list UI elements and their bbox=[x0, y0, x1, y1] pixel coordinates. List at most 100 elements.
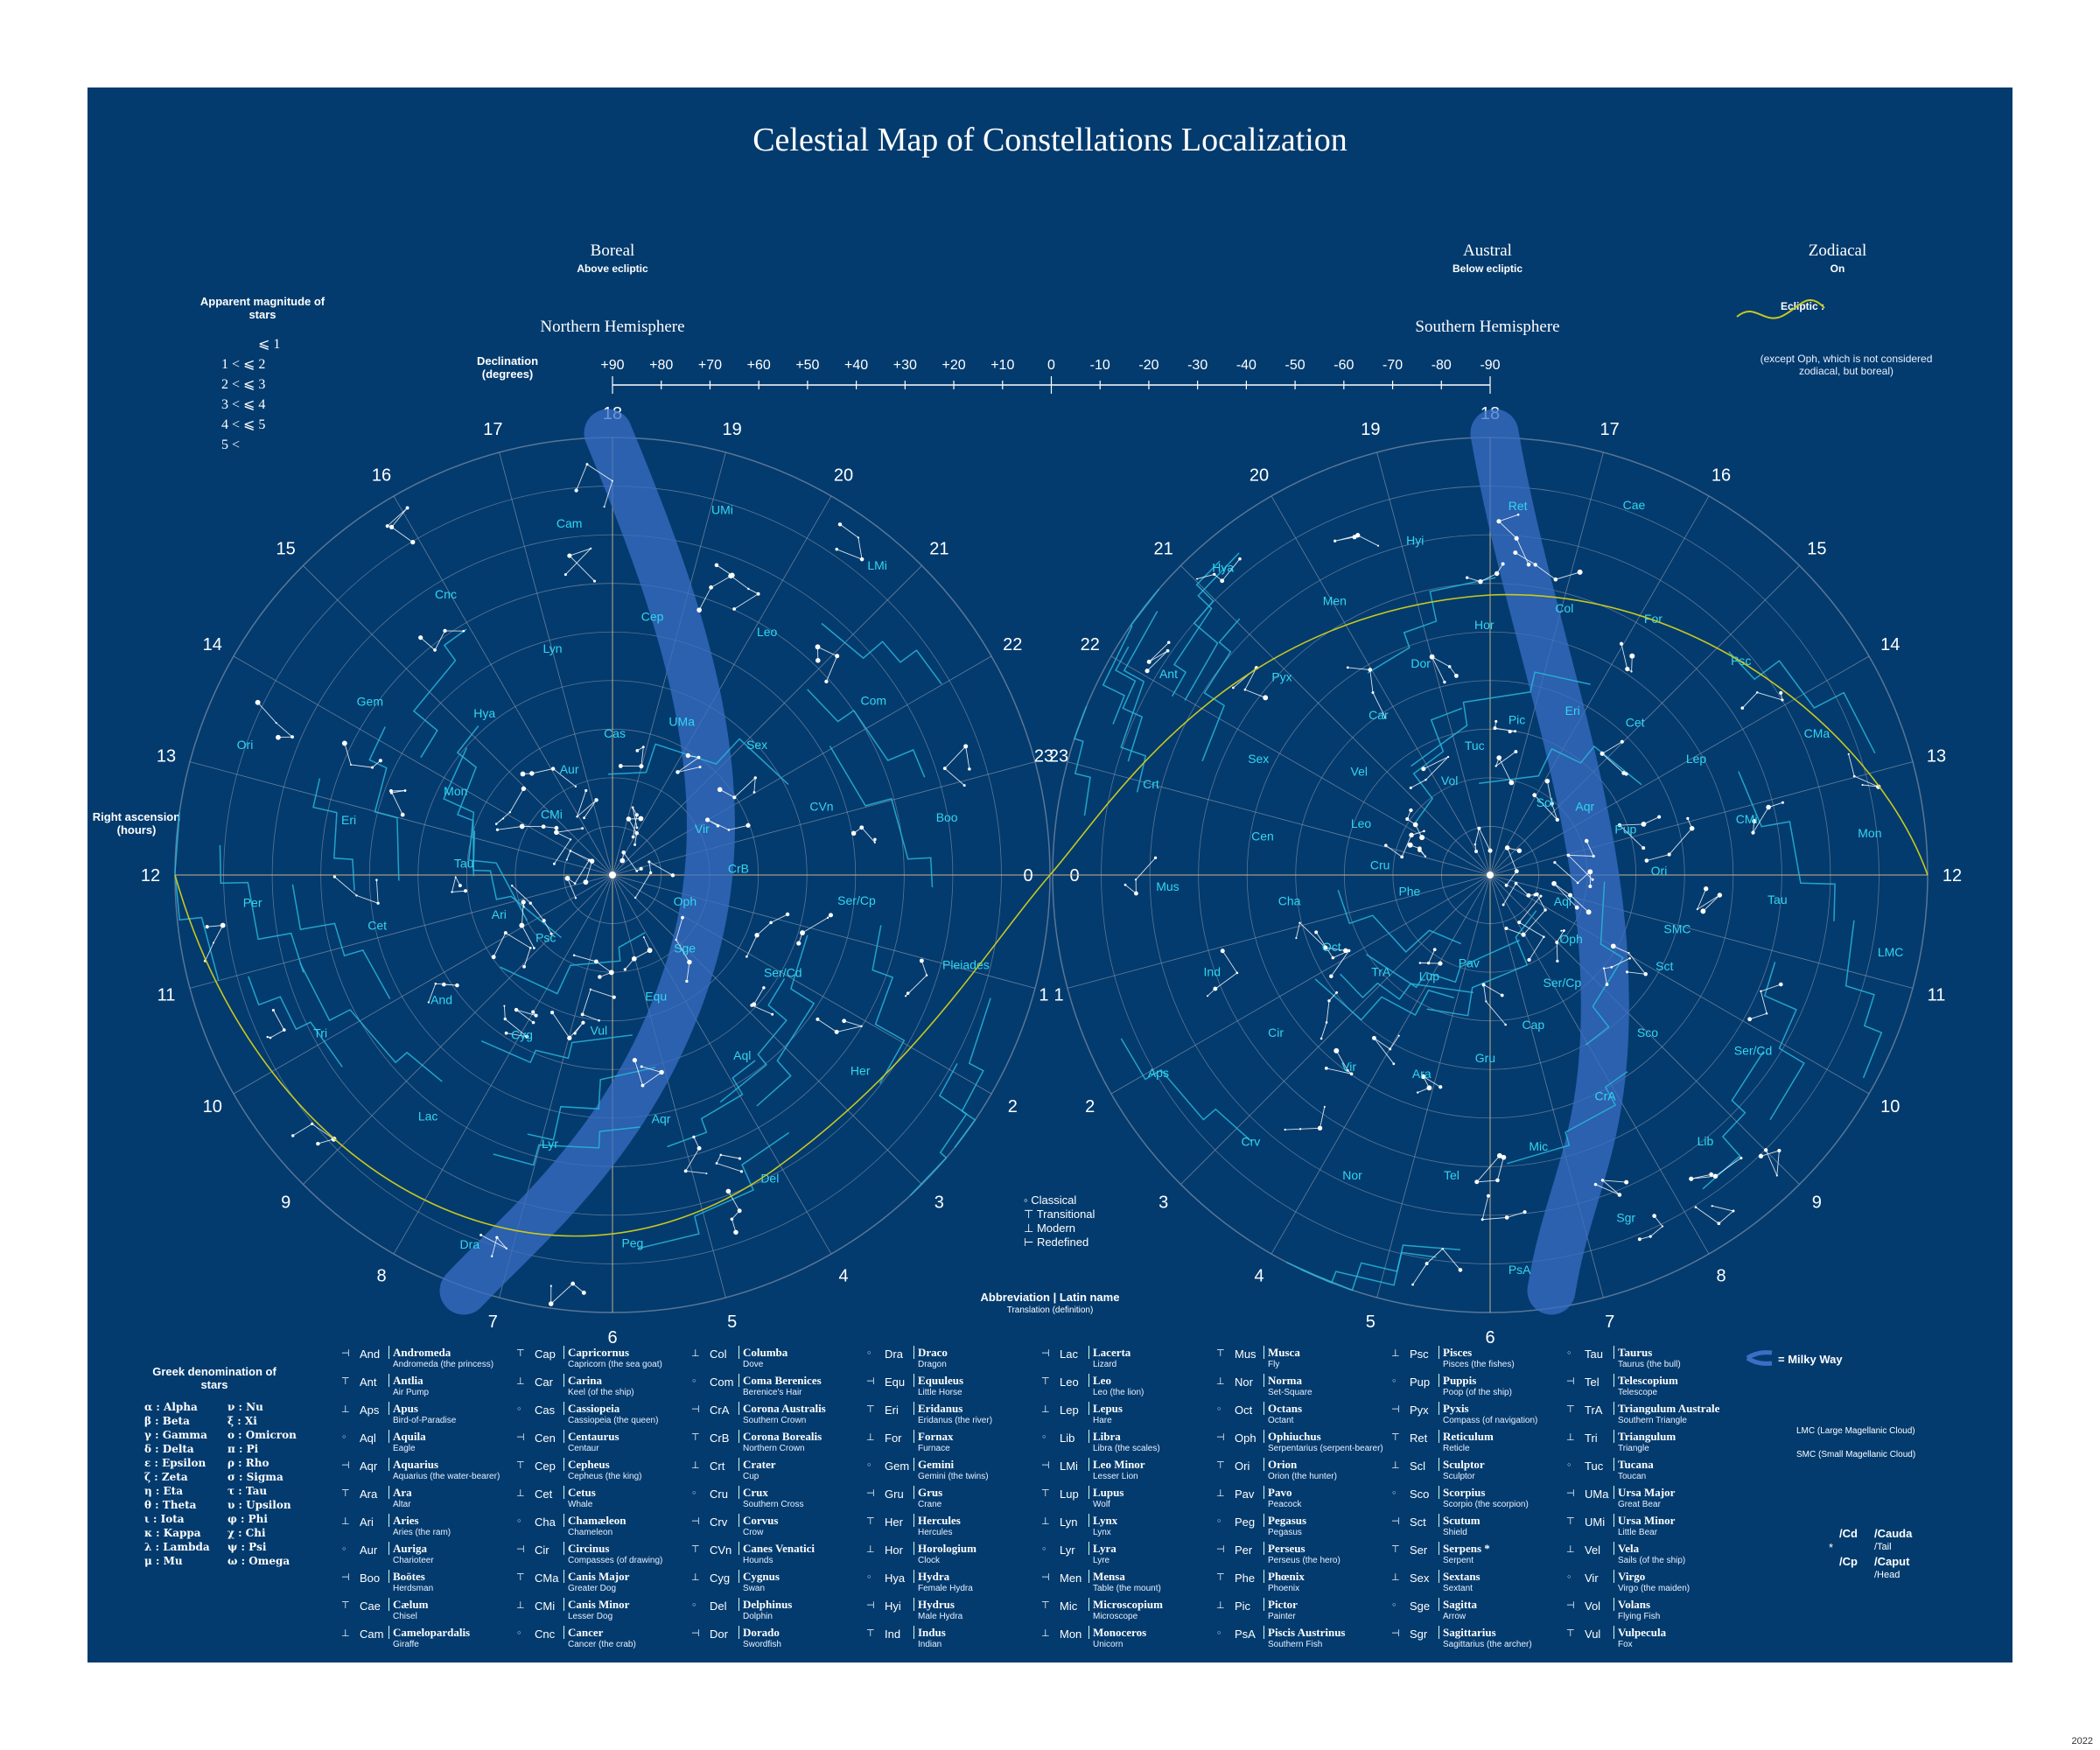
constellation-latin-name: Reticulum bbox=[1438, 1430, 1494, 1443]
south-star bbox=[1494, 765, 1497, 767]
constellation-translation: Clock bbox=[918, 1556, 941, 1565]
constellation-entry: ⊣ Cen Centaurus Centaur bbox=[516, 1430, 687, 1458]
north-star bbox=[405, 506, 410, 510]
north-constellation-label: Pleiades bbox=[942, 958, 990, 972]
constellation-type-icon: ⊤ bbox=[1216, 1460, 1225, 1471]
north-constellation-label: Gem bbox=[357, 695, 383, 709]
star-chart-panel: Celestial Map of Constellations Localiza… bbox=[88, 88, 2012, 1662]
greek-letter-entry: ρ : Rho bbox=[228, 1457, 270, 1469]
south-asterism-line bbox=[1315, 932, 1350, 977]
constellation-latin-name: Capricornus bbox=[564, 1346, 629, 1359]
constellation-type-icon: ⊣ bbox=[866, 1376, 875, 1387]
south-star bbox=[1412, 822, 1418, 828]
north-star bbox=[705, 817, 710, 822]
constellation-translation: Southern Triangle bbox=[1618, 1416, 1687, 1425]
constellation-translation: Perseus (the hero) bbox=[1268, 1556, 1340, 1565]
north-star bbox=[611, 480, 613, 482]
declination-tick-label: +90 bbox=[600, 358, 624, 373]
constellation-translation: Dolphin bbox=[743, 1612, 773, 1621]
constellation-entry: ⊥ Vel Vela Sails (of the ship) bbox=[1566, 1542, 1737, 1570]
constellation-type-icon: ⊤ bbox=[516, 1460, 525, 1471]
south-constellation-label: Crt bbox=[1143, 777, 1159, 791]
south-star bbox=[1392, 1062, 1396, 1066]
south-star bbox=[1516, 848, 1522, 853]
north-asterism-line bbox=[390, 790, 406, 816]
constellation-latin-name: Tucana bbox=[1614, 1458, 1654, 1471]
north-star bbox=[564, 573, 567, 577]
north-star bbox=[696, 755, 701, 760]
celestial-map: +90 +80 +70 +60 +50 +40 +30 +20 +10 0 -10 -20 -30 -40… bbox=[141, 299, 1962, 1348]
south-asterism-line bbox=[1385, 830, 1424, 858]
south-star bbox=[1346, 1068, 1349, 1072]
north-asterism-line bbox=[731, 575, 760, 610]
north-asterism-line bbox=[344, 743, 382, 768]
north-star bbox=[510, 884, 514, 887]
north-star bbox=[389, 791, 393, 794]
constellation-latin-name: Norma bbox=[1264, 1374, 1302, 1387]
declination-label: Declination (degrees) bbox=[476, 354, 539, 381]
north-star bbox=[462, 629, 466, 633]
south-constellation-label: Ara bbox=[1412, 1067, 1432, 1081]
south-star bbox=[1619, 641, 1624, 646]
south-ra-spoke bbox=[1489, 874, 1870, 1095]
constellation-entry: ◦ Cas Cassiopeia Cassiopeia (the queen) bbox=[516, 1402, 687, 1430]
constellation-translation: Air Pump bbox=[393, 1388, 430, 1397]
south-asterism-line bbox=[1603, 957, 1630, 985]
south-asterism-line bbox=[1690, 1158, 1742, 1180]
constellation-abbrev: UMa bbox=[1585, 1488, 1609, 1501]
constellation-translation: Berenice's Hair bbox=[743, 1388, 802, 1397]
north-star bbox=[968, 767, 971, 771]
north-star bbox=[963, 744, 969, 749]
symbol-redefined: ⊢ Redefined bbox=[1024, 1236, 1089, 1249]
south-star bbox=[1349, 1072, 1354, 1076]
south-asterism-line bbox=[1618, 816, 1660, 849]
constellation-translation: Crow bbox=[743, 1528, 764, 1537]
north-star bbox=[598, 975, 602, 979]
south-star bbox=[1134, 878, 1138, 881]
constellation-latin-name: Serpens * bbox=[1438, 1542, 1490, 1555]
north-ra-hour-label: 15 bbox=[276, 540, 296, 559]
constellation-column: ⊣ Lac Lacerta Lizard ⊤ Leo Leo Leo (the lion) ⊥ L… bbox=[1041, 1346, 1212, 1654]
constellation-entry: ⊥ Hor Horologium Clock bbox=[866, 1542, 1037, 1570]
north-star bbox=[269, 1036, 272, 1040]
south-star bbox=[1514, 750, 1518, 754]
constellation-abbrev: Her bbox=[885, 1516, 903, 1529]
constellation-abbrev: Ant bbox=[360, 1376, 377, 1389]
south-asterism-line bbox=[1753, 802, 1783, 833]
north-star bbox=[590, 547, 592, 550]
constellation-abbrev: Aur bbox=[360, 1544, 378, 1557]
constellation-type-icon: ◦ bbox=[1041, 1544, 1047, 1555]
constellation-entry: ◦ Sge Sagitta Arrow bbox=[1391, 1598, 1562, 1626]
south-constellation-label: CMi bbox=[1736, 812, 1758, 826]
north-ra-spoke bbox=[612, 565, 922, 876]
constellation-type-icon: ⊣ bbox=[866, 1600, 875, 1611]
south-constellation-boundary bbox=[1844, 920, 1883, 1079]
constellation-translation: Aquarius (the water-bearer) bbox=[393, 1472, 500, 1481]
north-star bbox=[592, 579, 597, 583]
constellation-abbrev: Psc bbox=[1410, 1348, 1429, 1361]
north-star bbox=[564, 875, 570, 881]
north-constellation-boundary bbox=[872, 925, 906, 1084]
constellation-entry: ⊤ Ser Serpens * Serpent bbox=[1391, 1542, 1562, 1570]
south-star bbox=[1146, 659, 1152, 664]
constellation-abbrev: UMi bbox=[1585, 1516, 1606, 1529]
north-star bbox=[490, 1255, 494, 1257]
south-constellation-label: Cen bbox=[1251, 830, 1274, 844]
constellation-latin-name: Grus bbox=[914, 1486, 942, 1499]
constellation-translation: Painter bbox=[1268, 1612, 1296, 1621]
south-star bbox=[1420, 1074, 1426, 1080]
constellation-entry: ⊣ Crv Corvus Crow bbox=[691, 1514, 862, 1542]
north-asterism-line bbox=[620, 746, 644, 767]
north-constellation-label: LMi bbox=[867, 558, 887, 572]
north-star bbox=[541, 824, 546, 830]
south-star bbox=[1443, 680, 1446, 684]
constellation-translation: Crane bbox=[918, 1500, 942, 1509]
north-star bbox=[631, 956, 637, 962]
south-star bbox=[1153, 856, 1158, 859]
south-constellation-label: Ant bbox=[1159, 667, 1178, 681]
north-ra-hour-label: 12 bbox=[141, 866, 160, 886]
south-constellation-label: TrA bbox=[1371, 964, 1391, 978]
constellation-type-icon: ⊣ bbox=[341, 1348, 350, 1359]
constellation-abbrev: Sex bbox=[1410, 1572, 1430, 1585]
south-star bbox=[1617, 822, 1622, 828]
